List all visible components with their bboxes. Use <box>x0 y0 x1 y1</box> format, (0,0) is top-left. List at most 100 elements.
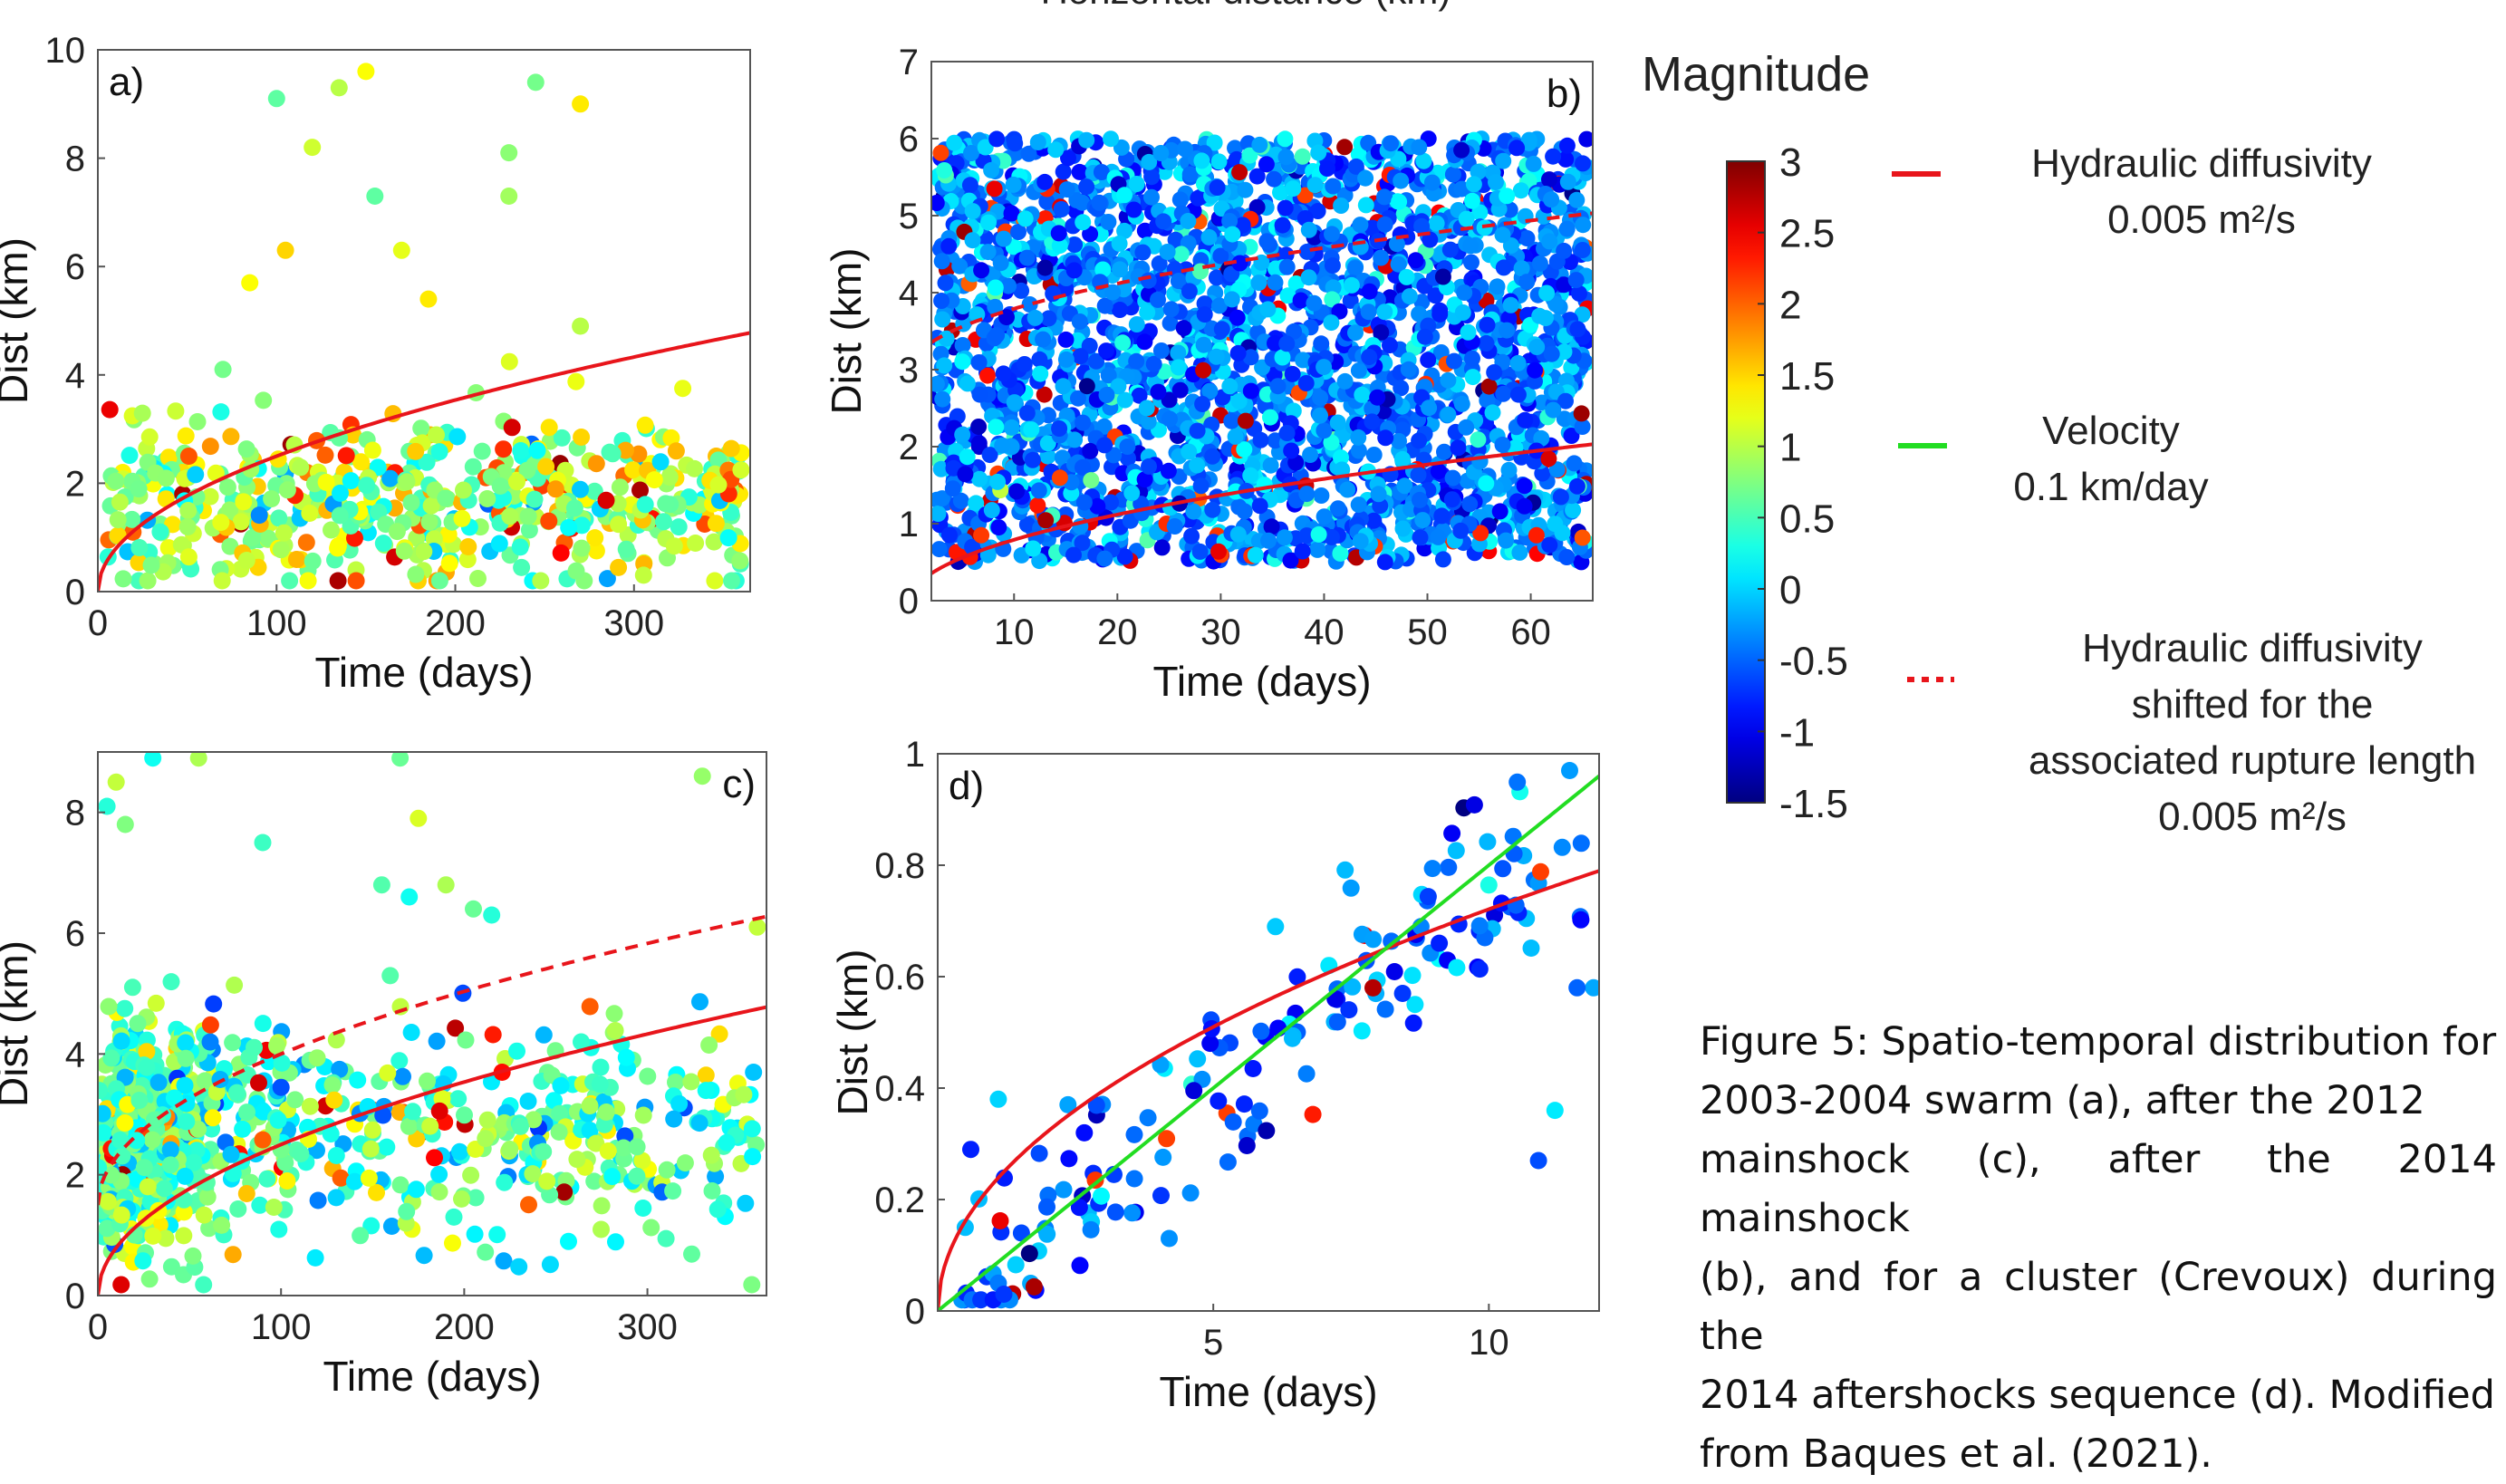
data-point <box>297 534 315 552</box>
data-point <box>1298 527 1316 544</box>
data-point <box>565 499 583 517</box>
y-tick-label: 7 <box>899 43 919 82</box>
data-point <box>1093 164 1110 180</box>
data-point <box>946 134 963 151</box>
data-point <box>586 529 604 547</box>
data-point <box>1333 198 1350 214</box>
data-point <box>995 230 1012 247</box>
data-point <box>624 461 642 479</box>
data-point <box>1259 301 1277 318</box>
data-point <box>980 214 997 231</box>
data-point <box>1531 255 1548 272</box>
data-point <box>1167 231 1184 248</box>
data-point <box>1575 217 1592 234</box>
data-point <box>1208 348 1225 365</box>
data-point <box>1430 528 1447 545</box>
data-point <box>304 139 322 157</box>
data-point <box>1229 525 1247 543</box>
data-point <box>1037 512 1055 529</box>
data-point <box>469 570 487 587</box>
data-point <box>541 1256 559 1274</box>
data-point <box>1185 503 1202 520</box>
data-point <box>149 1074 168 1092</box>
data-point <box>535 1142 553 1161</box>
data-point <box>1152 342 1170 359</box>
y-tick-label: 0 <box>899 582 919 622</box>
data-point <box>705 533 723 551</box>
data-point <box>587 542 605 560</box>
data-point <box>1055 378 1072 395</box>
data-point <box>1518 230 1536 246</box>
data-point <box>1051 237 1068 255</box>
data-point <box>1328 1013 1346 1031</box>
data-point <box>1116 548 1133 565</box>
data-point <box>968 495 985 512</box>
data-point <box>1325 279 1342 296</box>
data-point <box>1541 233 1558 250</box>
data-point <box>309 1191 327 1209</box>
data-point <box>988 327 1006 343</box>
data-point <box>1282 552 1299 569</box>
data-point <box>1310 144 1327 161</box>
data-point <box>1245 1115 1263 1133</box>
data-point <box>1434 551 1451 568</box>
data-point <box>1480 876 1498 894</box>
data-point <box>1055 163 1072 180</box>
data-point <box>1369 389 1386 406</box>
data-point <box>593 1197 611 1215</box>
data-point <box>1189 457 1206 474</box>
data-point <box>520 521 538 539</box>
data-point <box>250 506 268 525</box>
data-point <box>227 1084 246 1102</box>
data-point <box>1032 365 1049 382</box>
x-tick-label: 10 <box>1469 1323 1509 1363</box>
data-point <box>1172 246 1190 263</box>
data-point <box>301 1097 319 1115</box>
y-tick-label: 3 <box>899 351 919 390</box>
data-point <box>1347 158 1364 175</box>
data-point <box>1574 529 1591 546</box>
data-point <box>301 505 319 522</box>
y-tick-label: 0 <box>65 573 85 612</box>
data-point <box>133 404 151 422</box>
y-tick-label: 0.6 <box>874 958 925 997</box>
data-point <box>1151 255 1168 272</box>
data-point <box>420 513 439 531</box>
data-point <box>500 352 518 371</box>
data-point <box>1306 177 1324 194</box>
data-point <box>1244 1060 1262 1077</box>
data-point <box>1031 553 1048 570</box>
data-point <box>1423 860 1441 878</box>
data-point <box>1150 291 1166 308</box>
data-point <box>744 1148 762 1166</box>
data-point <box>1221 213 1239 229</box>
data-point <box>1071 1257 1089 1275</box>
data-point <box>1023 421 1040 438</box>
data-point <box>1166 518 1183 535</box>
data-point <box>1104 284 1122 301</box>
data-point <box>991 1212 1009 1229</box>
data-point <box>670 1094 689 1113</box>
data-point <box>437 876 455 894</box>
data-point <box>415 1247 433 1265</box>
data-point <box>617 1048 635 1066</box>
data-point <box>391 1176 410 1194</box>
data-point <box>1170 359 1187 376</box>
data-point <box>278 481 296 499</box>
data-point <box>1421 400 1438 417</box>
data-point <box>936 357 953 374</box>
data-point <box>465 900 482 918</box>
data-point <box>1414 512 1431 529</box>
y-tick-label: 1 <box>905 735 925 775</box>
data-point <box>138 1058 156 1076</box>
figure-caption: Figure 5: Spatio-temporal distribution f… <box>1700 1013 2497 1484</box>
data-point <box>1553 838 1571 856</box>
data-point <box>1516 477 1533 495</box>
data-point <box>466 1225 484 1243</box>
data-point <box>1036 259 1054 276</box>
data-point <box>155 1180 173 1198</box>
data-point <box>709 476 728 494</box>
data-point <box>130 1092 149 1109</box>
data-point <box>392 241 410 259</box>
data-point <box>1229 309 1246 326</box>
